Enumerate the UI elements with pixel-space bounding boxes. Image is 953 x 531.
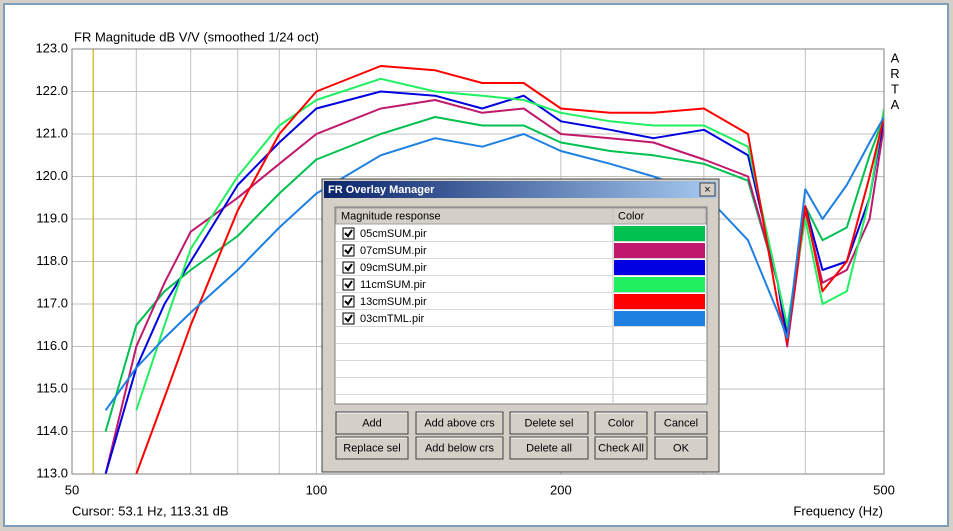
- plot-frame: [71, 48, 885, 475]
- side-letter: R: [890, 66, 899, 81]
- y-tick-label: 117.0: [36, 295, 68, 310]
- check-mark[interactable]: [344, 314, 353, 323]
- curve: [104, 90, 884, 474]
- button-label[interactable]: Add above crs: [424, 417, 495, 429]
- overlay-name[interactable]: 03cmTML.pir: [360, 313, 425, 325]
- button-label[interactable]: Cancel: [664, 417, 698, 429]
- side-letter: A: [891, 97, 900, 112]
- check-mark[interactable]: [344, 297, 353, 306]
- button-label[interactable]: Color: [608, 417, 635, 429]
- color-swatch[interactable]: [614, 294, 705, 309]
- column-header[interactable]: Magnitude response: [341, 210, 441, 222]
- overlay-name[interactable]: 13cmSUM.pir: [360, 296, 427, 308]
- button[interactable]: [594, 436, 648, 460]
- button[interactable]: [509, 436, 589, 460]
- curve: [135, 65, 884, 474]
- chart-title: FR Magnitude dB V/V (smoothed 1/24 oct): [74, 29, 319, 44]
- y-tick-label: 113.0: [36, 465, 68, 480]
- close-button[interactable]: [699, 182, 716, 197]
- cursor-readout: Cursor: 53.1 Hz, 113.31 dB: [72, 503, 229, 518]
- x-tick-label: 200: [550, 482, 572, 497]
- button-label[interactable]: Delete sel: [525, 417, 574, 429]
- color-swatch[interactable]: [614, 277, 705, 292]
- side-letter: A: [891, 50, 900, 65]
- close-glyph[interactable]: ×: [704, 184, 710, 196]
- column-header[interactable]: Color: [618, 210, 645, 222]
- y-tick-label: 119.0: [36, 210, 68, 225]
- x-tick-label: 50: [65, 482, 79, 497]
- curves: [104, 65, 884, 474]
- button[interactable]: [335, 411, 409, 435]
- dialog-titlebar: [324, 181, 717, 198]
- button[interactable]: [654, 436, 708, 460]
- button[interactable]: [415, 411, 504, 435]
- x-tick-label: 500: [873, 482, 895, 497]
- y-tick-label: 122.0: [35, 83, 68, 98]
- button-label[interactable]: Replace sel: [343, 442, 400, 454]
- button[interactable]: [654, 411, 708, 435]
- y-tick-label: 115.0: [36, 380, 68, 395]
- y-tick-label: 114.0: [36, 423, 68, 438]
- button[interactable]: [415, 436, 504, 460]
- color-swatch[interactable]: [614, 226, 705, 241]
- overlay-name[interactable]: 09cmSUM.pir: [360, 262, 427, 274]
- check-mark[interactable]: [344, 280, 353, 289]
- curve: [104, 116, 884, 411]
- x-axis-label: Frequency (Hz): [793, 503, 883, 518]
- button-label[interactable]: Check All: [598, 442, 644, 454]
- overlay-manager-dialog: FR Overlay Manager × Magnitude response …: [321, 178, 720, 473]
- y-tick-label: 120.0: [35, 168, 68, 183]
- check-mark[interactable]: [344, 229, 353, 238]
- y-tick-label: 118.0: [36, 253, 68, 268]
- color-swatch[interactable]: [614, 260, 705, 275]
- button-label[interactable]: Add below crs: [425, 442, 495, 454]
- y-tick-label: 116.0: [36, 338, 68, 353]
- button-label[interactable]: Delete all: [526, 442, 572, 454]
- y-tick-label: 123.0: [35, 40, 68, 55]
- overlay-name[interactable]: 11cmSUM.pir: [360, 279, 426, 291]
- color-swatch[interactable]: [614, 311, 705, 326]
- button-label[interactable]: Add: [362, 417, 382, 429]
- color-swatch[interactable]: [614, 243, 705, 258]
- dialog-title: FR Overlay Manager: [328, 184, 435, 196]
- button[interactable]: [594, 411, 648, 435]
- y-tick-label: 121.0: [35, 125, 68, 140]
- check-mark[interactable]: [344, 246, 353, 255]
- overlay-name[interactable]: 05cmSUM.pir: [360, 228, 427, 240]
- check-mark[interactable]: [344, 263, 353, 272]
- button-label[interactable]: OK: [673, 442, 690, 454]
- side-letter: T: [891, 81, 899, 96]
- button[interactable]: [335, 436, 409, 460]
- overlay-name[interactable]: 07cmSUM.pir: [360, 245, 427, 257]
- x-tick-label: 100: [306, 482, 328, 497]
- curve: [135, 77, 884, 411]
- button[interactable]: [509, 411, 589, 435]
